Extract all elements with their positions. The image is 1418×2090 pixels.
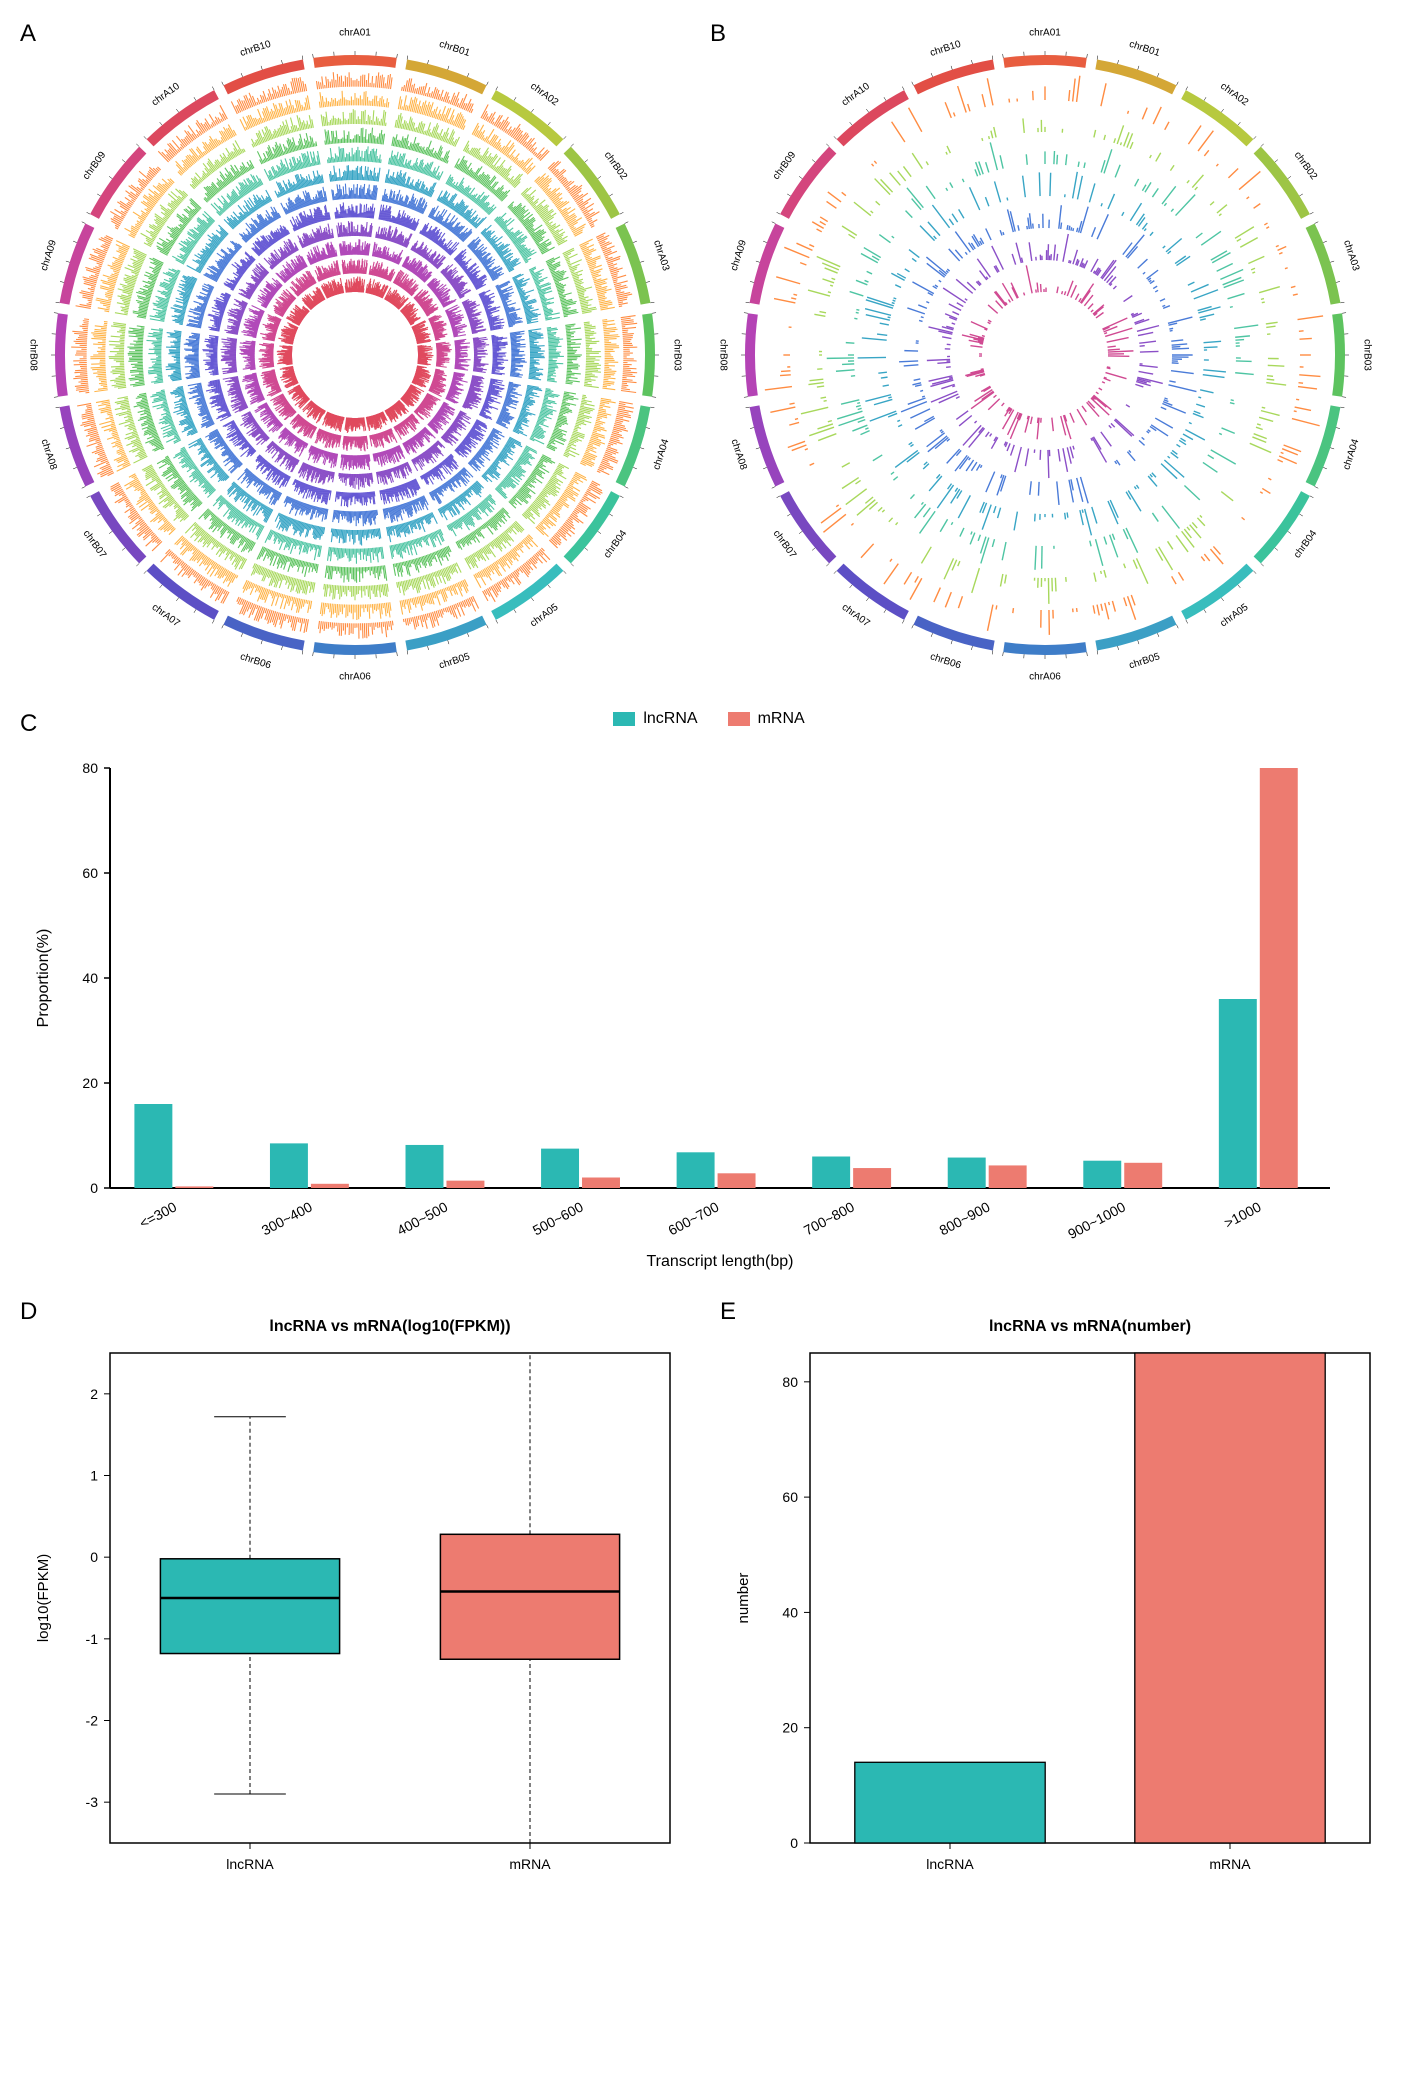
legend-swatch	[613, 712, 635, 726]
panel-a: A chrA01chrB01chrA02chrB02chrA03chrB03ch…	[20, 20, 690, 690]
svg-text:chrB09: chrB09	[81, 149, 109, 181]
svg-text:chrA07: chrA07	[150, 602, 182, 630]
svg-text:chrB03: chrB03	[671, 339, 682, 371]
svg-text:chrB04: chrB04	[602, 528, 630, 560]
svg-text:chrB01: chrB01	[438, 39, 472, 59]
chart-d-svg: -3-2-1012log10(FPKM)lncRNA vs mRNA(log10…	[20, 1303, 700, 1903]
svg-text:chrB10: chrB10	[239, 39, 273, 59]
legend-item: mRNA	[728, 710, 805, 728]
figure-container: A chrA01chrB01chrA02chrB02chrA03chrB03ch…	[0, 0, 1418, 1928]
svg-text:chrA05: chrA05	[528, 602, 560, 630]
svg-text:chrA09: chrA09	[39, 238, 59, 272]
legend-c: lncRNA mRNA	[20, 710, 1398, 728]
circos-b-svg: chrA01chrB01chrA02chrB02chrA03chrB03chrA…	[710, 20, 1380, 690]
panel-b: B chrA01chrB01chrA02chrB02chrA03chrB03ch…	[710, 20, 1380, 690]
svg-text:chrA08: chrA08	[38, 438, 58, 472]
panel-e-label: E	[720, 1298, 736, 1326]
legend-label: lncRNA	[643, 710, 697, 728]
svg-text:chrA04: chrA04	[651, 437, 671, 471]
svg-text:chrB05: chrB05	[438, 651, 472, 671]
panel-d: D -3-2-1012log10(FPKM)lncRNA vs mRNA(log…	[20, 1303, 700, 1908]
circos-a-svg: chrA01 chrB01 chrA02 chrB02 chrA03 chrB03 chrA…	[20, 20, 690, 690]
svg-text:chrA01: chrA01	[339, 28, 371, 39]
svg-text:chrA10: chrA10	[150, 81, 182, 109]
legend-swatch	[728, 712, 750, 726]
svg-text:chrB06: chrB06	[239, 651, 273, 671]
svg-text:chrA06: chrA06	[339, 672, 371, 683]
panel-e: E 020406080numberlncRNA vs mRNA(number)l…	[720, 1303, 1400, 1908]
legend-label: mRNA	[758, 710, 805, 728]
circos-b: chrA01chrB01chrA02chrB02chrA03chrB03chrA…	[710, 20, 1380, 690]
chart-c-svg: 020406080Proportion(%)<=300300~400400~50…	[20, 758, 1360, 1278]
panel-c-label: C	[20, 710, 37, 738]
row-top: A chrA01chrB01chrA02chrB02chrA03chrB03ch…	[20, 20, 1398, 690]
row-bottom: D -3-2-1012log10(FPKM)lncRNA vs mRNA(log…	[20, 1303, 1398, 1908]
circos-a: chrA01 chrB01 chrA02 chrB02 chrA03 chrB03 chrA…	[20, 20, 690, 690]
legend-item: lncRNA	[613, 710, 697, 728]
svg-text:chrA02: chrA02	[528, 81, 560, 109]
svg-text:chrB08: chrB08	[27, 339, 38, 371]
panel-c: C lncRNA mRNA 020406080Proportion(%)<=300…	[20, 710, 1398, 1283]
chart-e-svg: 020406080numberlncRNA vs mRNA(number)lnc…	[720, 1303, 1400, 1903]
panel-d-label: D	[20, 1298, 37, 1326]
svg-text:chrB02: chrB02	[602, 150, 630, 182]
svg-text:chrA03: chrA03	[651, 239, 671, 273]
svg-text:chrB07: chrB07	[81, 528, 109, 560]
